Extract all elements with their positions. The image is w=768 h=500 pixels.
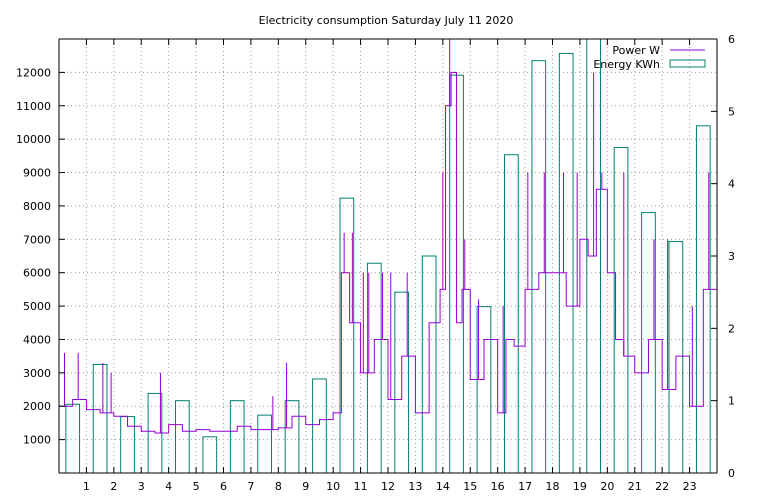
x-tick-label: 13: [408, 480, 422, 493]
y-tick-label: 7000: [23, 233, 51, 246]
y2-tick-label: 5: [728, 105, 735, 118]
y-tick-label: 4000: [23, 333, 51, 346]
y2-axis-ticks: 0 1 2 3 4 5 6: [711, 33, 735, 480]
grid-lines: [59, 39, 717, 473]
x-axis-ticks: 1 2 3 4 5 6 7 8 9 10 11 12 13 14 15 16 17 18 19 20 21 22 23: [83, 39, 697, 493]
y2-tick-label: 4: [728, 178, 735, 191]
x-tick-label: 6: [220, 480, 227, 493]
x-tick-label: 12: [381, 480, 395, 493]
y2-tick-label: 1: [728, 395, 735, 408]
y-tick-label: 1000: [23, 434, 51, 447]
energy-bar: [504, 154, 519, 474]
y2-tick-label: 2: [728, 322, 735, 335]
x-tick-label: 14: [436, 480, 450, 493]
x-tick-label: 2: [110, 480, 117, 493]
x-tick-label: 21: [628, 480, 642, 493]
energy-bar: [531, 60, 547, 474]
y2-tick-label: 0: [728, 467, 735, 480]
x-tick-label: 19: [573, 480, 587, 493]
x-tick-label: 4: [165, 480, 172, 493]
y2-tick-label: 6: [728, 33, 735, 46]
x-tick-label: 5: [193, 480, 200, 493]
energy-bar: [312, 378, 327, 474]
x-tick-label: 20: [600, 480, 614, 493]
energy-bar: [257, 414, 272, 474]
energy-bar: [65, 403, 81, 474]
x-tick-label: 18: [546, 480, 560, 493]
chart-title: Electricity consumption Saturday July 11…: [259, 14, 514, 27]
y-tick-label: 9000: [23, 167, 51, 180]
y-tick-label: 2000: [23, 400, 51, 413]
y-tick-label: 3000: [23, 367, 51, 380]
y-tick-label: 12000: [16, 66, 51, 79]
y-axis-ticks: 1000 2000 3000 4000 5000 6000 7000 8000 9000 1000…: [16, 66, 65, 447]
power-line: [59, 39, 718, 434]
energy-bar: [613, 147, 629, 474]
x-tick-label: 7: [247, 480, 254, 493]
y-tick-label: 8000: [23, 200, 51, 213]
energy-bar: [175, 400, 190, 474]
x-tick-label: 11: [354, 480, 368, 493]
x-tick-label: 15: [463, 480, 477, 493]
x-tick-label: 22: [655, 480, 669, 493]
x-tick-label: 16: [491, 480, 505, 493]
energy-bar: [92, 364, 108, 474]
x-tick-label: 10: [326, 480, 340, 493]
y-tick-label: 10000: [16, 133, 51, 146]
legend-label-energy: Energy KWh: [593, 58, 660, 71]
y-tick-label: 5000: [23, 300, 51, 313]
x-tick-label: 17: [518, 480, 532, 493]
power-line-path: [59, 71, 718, 434]
legend-swatch-energy: [669, 59, 706, 68]
y2-tick-label: 3: [728, 250, 735, 263]
energy-bar: [558, 52, 574, 474]
x-tick-label: 23: [683, 480, 697, 493]
x-tick-label: 9: [302, 480, 309, 493]
energy-bar: [476, 306, 492, 474]
y-tick-label: 11000: [16, 100, 51, 113]
x-tick-label: 3: [138, 480, 145, 493]
x-tick-label: 1: [83, 480, 90, 493]
y-tick-label: 6000: [23, 267, 51, 280]
energy-bar: [284, 400, 300, 474]
energy-bar: [229, 400, 245, 474]
energy-bar: [202, 436, 218, 474]
legend-label-power: Power W: [612, 44, 660, 57]
x-tick-label: 8: [275, 480, 282, 493]
